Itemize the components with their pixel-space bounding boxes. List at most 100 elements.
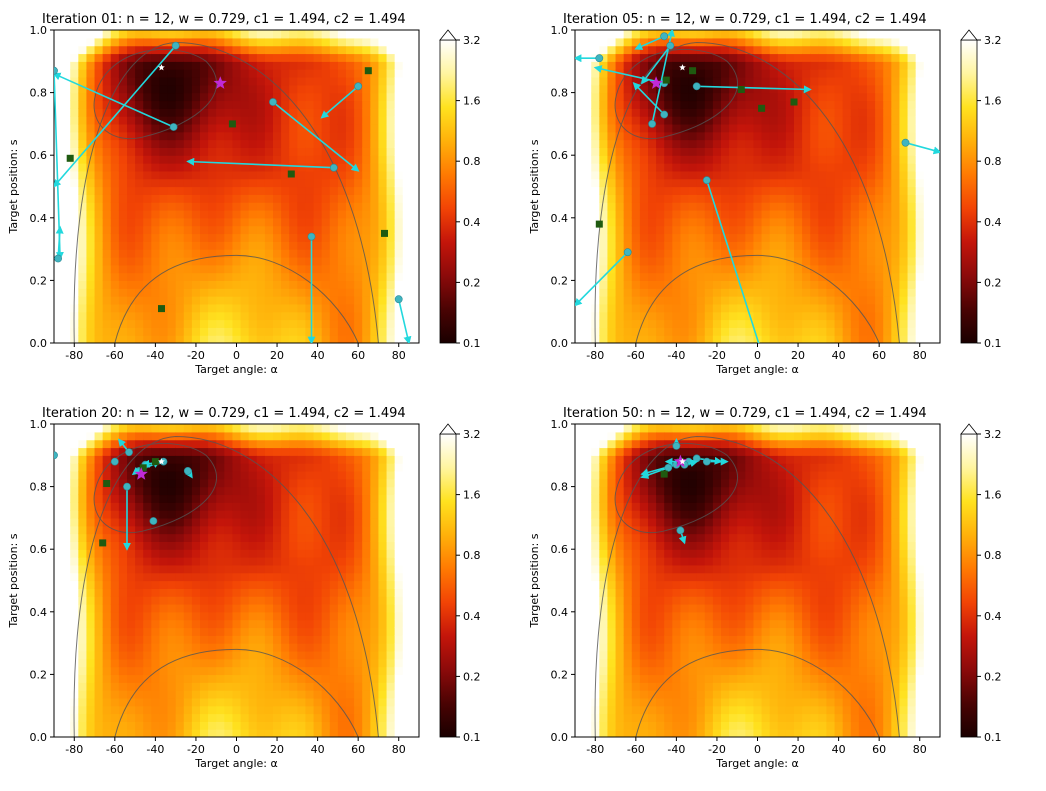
colorbar-tick-label: 0.4: [984, 216, 1002, 229]
particle: [150, 517, 157, 524]
x-axis-label: Target angle: α: [715, 757, 799, 770]
colorbar-tick-label: 1.6: [463, 489, 481, 502]
x-tick-label: -20: [187, 349, 205, 362]
y-tick-label: 0.8: [30, 87, 48, 100]
particle: [624, 249, 631, 256]
x-tick-label: 0: [233, 349, 240, 362]
x-tick-label: 0: [754, 349, 761, 362]
particle: [677, 527, 684, 534]
y-tick-label: 0.4: [551, 212, 569, 225]
x-axis-label: Target angle: α: [194, 363, 278, 376]
particle: [55, 255, 62, 262]
x-tick-label: -40: [146, 743, 164, 756]
x-tick-label: -40: [667, 743, 685, 756]
heatmap: [575, 424, 941, 738]
colorbar: 3.21.60.80.40.20.1: [440, 30, 481, 350]
particle: [170, 123, 177, 130]
colorbar-extend-arrow: [961, 424, 977, 434]
colorbar: 3.21.60.80.40.20.1: [961, 424, 1002, 744]
y-tick-label: 0.4: [30, 212, 48, 225]
x-tick-label: 80: [913, 743, 927, 756]
colorbar-tick-label: 0.2: [984, 670, 1002, 683]
x-tick-label: 20: [270, 743, 284, 756]
colorbar-tick-label: 3.2: [463, 34, 481, 47]
particle: [269, 98, 276, 105]
x-tick-label: -60: [106, 743, 124, 756]
y-tick-label: 0.0: [551, 337, 569, 350]
personal-best-marker: [365, 67, 372, 74]
colorbar-extend-arrow: [440, 30, 456, 40]
particle: [665, 464, 672, 471]
x-tick-label: 60: [351, 743, 365, 756]
y-tick-label: 0.0: [30, 731, 48, 744]
x-tick-label: -80: [586, 349, 604, 362]
y-axis-label: Target position: s: [528, 139, 541, 234]
colorbar-tick-label: 0.1: [984, 337, 1002, 350]
x-tick-label: 20: [791, 349, 805, 362]
x-tick-label: 40: [311, 349, 325, 362]
x-tick-label: -40: [146, 349, 164, 362]
particle: [308, 233, 315, 240]
x-tick-label: 0: [233, 743, 240, 756]
colorbar-tick-label: 0.2: [984, 276, 1002, 289]
y-tick-label: 0.2: [30, 274, 48, 287]
personal-best-marker: [99, 539, 106, 546]
colorbar-fill: [440, 434, 456, 737]
particle: [596, 55, 603, 62]
particle: [661, 111, 668, 118]
personal-best-marker: [661, 471, 668, 478]
y-tick-label: 0.2: [30, 668, 48, 681]
x-axis-label: Target angle: α: [194, 757, 278, 770]
colorbar-tick-label: 0.1: [984, 731, 1002, 744]
x-tick-label: -60: [106, 349, 124, 362]
personal-best-marker: [381, 230, 388, 237]
y-tick-label: 0.0: [551, 731, 569, 744]
x-tick-label: 80: [392, 743, 406, 756]
colorbar-extend-arrow: [440, 424, 456, 434]
colorbar-tick-label: 0.8: [463, 155, 481, 168]
particle: [673, 442, 680, 449]
particle: [661, 33, 668, 40]
heatmap: [575, 30, 941, 344]
y-tick-label: 0.4: [551, 606, 569, 619]
personal-best-marker: [596, 221, 603, 228]
x-tick-label: -80: [586, 743, 604, 756]
y-axis-label: Target position: s: [7, 533, 20, 628]
y-tick-label: 0.2: [551, 274, 569, 287]
y-tick-label: 0.4: [30, 606, 48, 619]
colorbar-tick-label: 0.8: [984, 549, 1002, 562]
y-axis-label: Target position: s: [528, 533, 541, 628]
particle: [395, 296, 402, 303]
personal-best-marker: [791, 99, 798, 106]
colorbar: 3.21.60.80.40.20.1: [440, 424, 481, 744]
particle: [649, 120, 656, 127]
particle: [355, 83, 362, 90]
colorbar-tick-label: 3.2: [463, 428, 481, 441]
particle: [693, 455, 700, 462]
colorbar: 3.21.60.80.40.20.1: [961, 30, 1002, 350]
x-tick-label: 60: [872, 349, 886, 362]
x-tick-label: -60: [627, 349, 645, 362]
personal-best-marker: [288, 171, 295, 178]
particle: [50, 452, 57, 459]
x-tick-label: 40: [311, 743, 325, 756]
x-tick-label: -20: [187, 743, 205, 756]
particle: [703, 458, 710, 465]
colorbar-tick-label: 0.2: [463, 276, 481, 289]
x-axis-label: Target angle: α: [715, 363, 799, 376]
y-tick-label: 0.6: [30, 543, 48, 556]
panel-title: Iteration 50: n = 12, w = 0.729, c1 = 1.…: [563, 406, 927, 421]
y-axis-label: Target position: s: [7, 139, 20, 234]
particle: [902, 139, 909, 146]
personal-best-marker: [758, 105, 765, 112]
x-tick-label: 40: [832, 743, 846, 756]
x-tick-label: 40: [832, 349, 846, 362]
personal-best-marker: [67, 155, 74, 162]
colorbar-tick-label: 0.4: [984, 610, 1002, 623]
personal-best-marker: [158, 305, 165, 312]
y-tick-label: 0.6: [30, 149, 48, 162]
